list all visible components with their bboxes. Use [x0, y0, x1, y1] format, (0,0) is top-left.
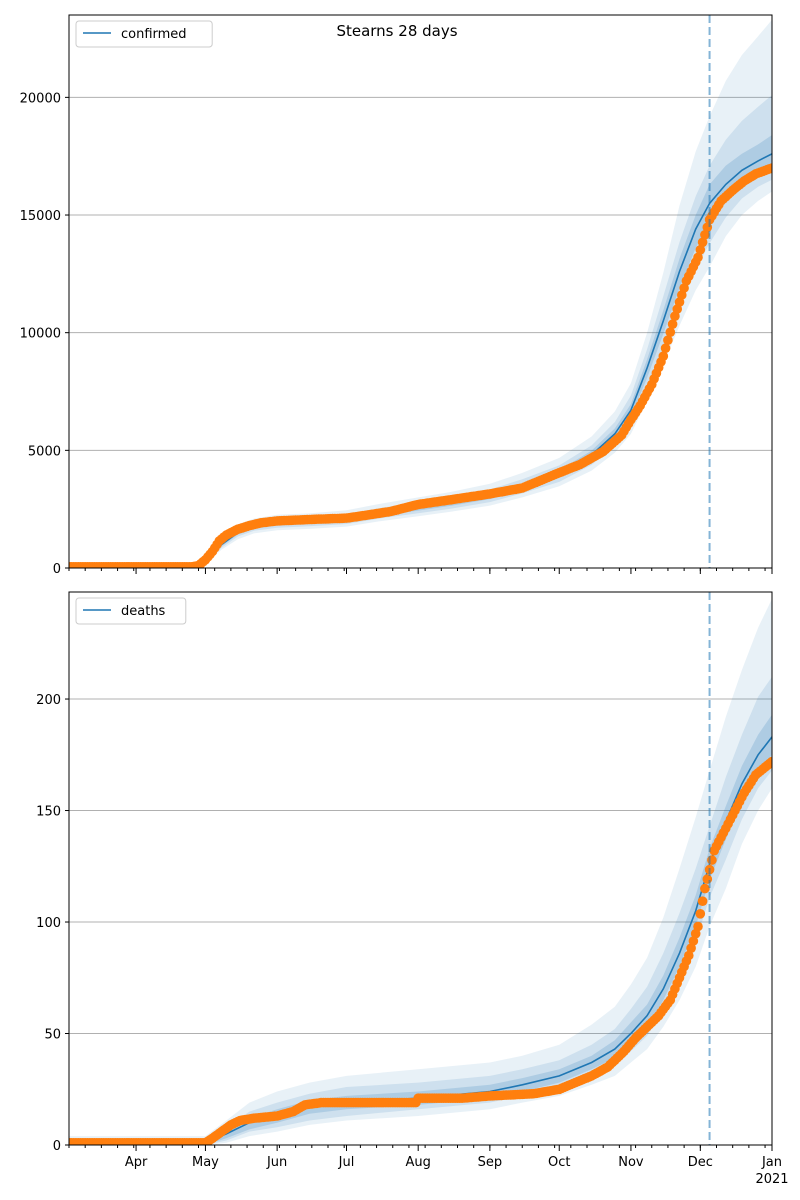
axes-frame [68, 591, 773, 1146]
x-tick-label: Jan [761, 1155, 782, 1170]
observed-point [697, 896, 708, 906]
x-tick-label: Apr [125, 1155, 148, 1170]
observed-point [658, 351, 669, 362]
legend-label: deaths [121, 604, 166, 619]
x-tick-label: Aug [405, 1155, 430, 1170]
confirmed-panel: 0 5000 10000 15000 20000 confirmed [20, 14, 773, 577]
observed-point [667, 319, 678, 330]
observed-point [690, 928, 701, 939]
y-tick-label: 100 [36, 916, 61, 931]
axes-frame [68, 14, 773, 569]
y-tick-label: 150 [36, 805, 61, 820]
observed-point [693, 921, 703, 932]
observed-point [663, 335, 673, 346]
observed-point [695, 909, 706, 919]
x-tick-label: Sep [478, 1155, 503, 1170]
legend-label: confirmed [121, 27, 187, 42]
y-tick-label: 0 [53, 562, 61, 577]
observed-point [700, 230, 710, 240]
x-tick-label: May [192, 1155, 219, 1170]
y-tick-label: 0 [53, 1139, 61, 1154]
legend-box [75, 20, 213, 48]
observed-point [702, 874, 713, 884]
y-tick-label: 15000 [20, 209, 61, 224]
observed-point [686, 943, 696, 953]
x-tick-label: Nov [618, 1155, 644, 1170]
x-tick-label: Oct [548, 1155, 570, 1170]
observed-point [700, 883, 710, 894]
x-tick-label: Jun [266, 1155, 287, 1170]
legend: confirmed [75, 20, 213, 48]
legend-box [75, 597, 187, 625]
observed-point [697, 237, 708, 248]
observed-point [665, 327, 676, 338]
x-tick-label: Dec [688, 1155, 713, 1170]
plot-area [69, 19, 772, 568]
y-tick-label: 50 [44, 1028, 61, 1043]
band-outer [69, 598, 772, 1145]
plot-area [69, 598, 772, 1145]
observed-point [688, 936, 699, 946]
observed-point [767, 756, 772, 767]
x-tick-label: Jul [338, 1155, 355, 1170]
observed-point [695, 245, 706, 255]
figure-title: Stearns 28 days [336, 22, 457, 40]
y-tick-label: 5000 [28, 444, 61, 459]
observed-point [660, 343, 671, 354]
x-axis: Apr May Jun Jul Aug Sep Oct Nov Dec Jan 2021 [125, 1155, 789, 1187]
observed-point [693, 252, 703, 263]
observed-point [767, 163, 772, 173]
y-tick-label: 20000 [20, 91, 61, 106]
y-tick-label: 200 [36, 693, 61, 708]
observed-point [684, 950, 694, 961]
x-year-label: 2021 [755, 1172, 788, 1187]
legend: deaths [75, 597, 187, 625]
y-tick-label: 10000 [20, 327, 61, 342]
deaths-panel: 0 50 100 150 200 deaths [36, 591, 773, 1154]
observed-point [707, 855, 717, 865]
